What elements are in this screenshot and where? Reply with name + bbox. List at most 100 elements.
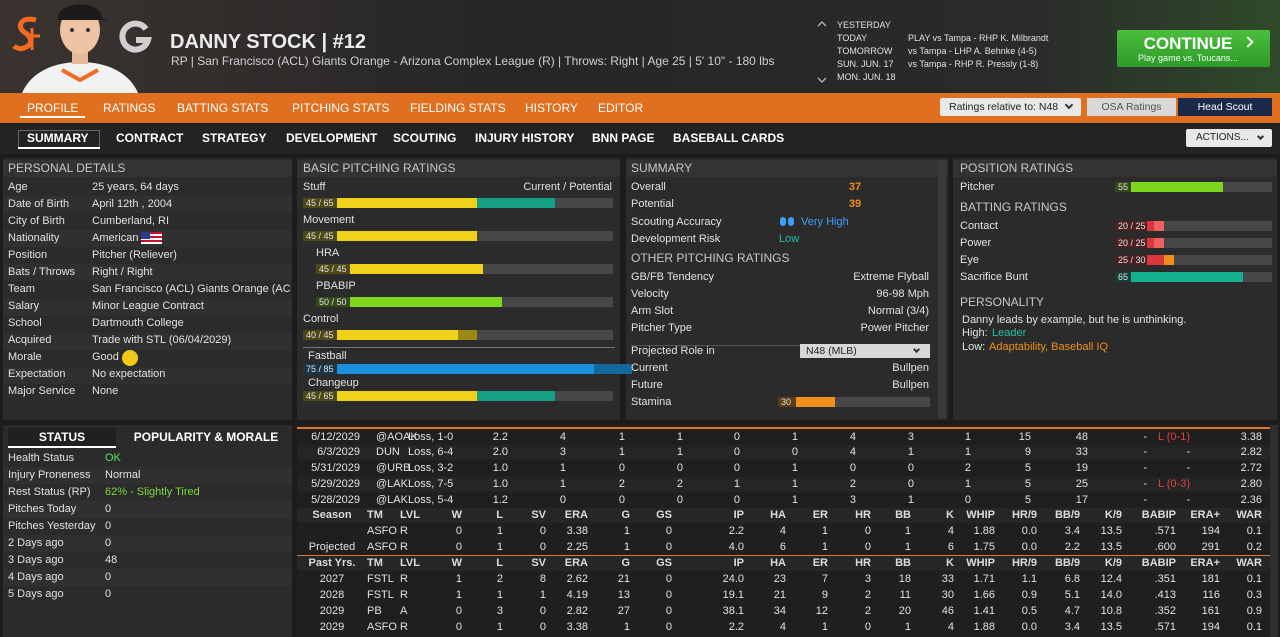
main-tab[interactable]: RATINGS	[103, 101, 156, 115]
stat-cell: PB	[367, 604, 382, 617]
bar-label: 45 / 65	[306, 390, 334, 401]
game-log-cell: 0	[676, 462, 683, 474]
game-log-cell: 6/12/2029	[311, 430, 360, 443]
sub-tab[interactable]: INJURY HISTORY	[475, 131, 575, 145]
stat-cell: 2	[864, 604, 871, 617]
dropdown-label[interactable]: N48 (MLB)	[806, 344, 857, 357]
stat-cell: 0	[864, 540, 871, 553]
bar-track	[1115, 238, 1272, 248]
summary-value: Low	[779, 232, 800, 245]
stat-cell: 24.0	[722, 572, 744, 585]
main-tab[interactable]: EDITOR	[598, 101, 644, 115]
rating-source-label[interactable]: Head Scout	[1197, 100, 1253, 113]
stat-cell: .352	[1154, 604, 1176, 617]
sub-tab[interactable]: SCOUTING	[393, 131, 457, 145]
main-tab[interactable]: HISTORY	[525, 101, 578, 115]
rating-source-button[interactable]	[1087, 98, 1176, 116]
bar-label-bg	[316, 297, 350, 307]
game-log-cell: 1	[676, 430, 683, 443]
game-log-cell: @LAK	[376, 477, 408, 490]
column-header: K/9	[1104, 508, 1122, 521]
detail-value: Pitcher (Reliever)	[92, 248, 177, 261]
column-label: Current / Potential	[523, 180, 612, 193]
main-tab[interactable]: PITCHING STATS	[292, 101, 390, 115]
sub-tab[interactable]: SUMMARY	[27, 131, 89, 145]
stat-cell: 194	[1201, 524, 1220, 537]
game-log-cell: @AOAK	[376, 430, 418, 443]
detail-value: Right / Right	[92, 265, 153, 278]
stat-cell: 1	[821, 524, 828, 537]
stat-cell: 4.0	[728, 540, 744, 553]
schedule-game: vs Tampa - RHP R. Pressly (1-8)	[908, 58, 1039, 69]
detail-label: Position	[8, 248, 48, 261]
column-header: GS	[656, 556, 672, 569]
game-log-cell: 2	[618, 477, 625, 490]
detail-label: Team	[8, 282, 35, 295]
continue-sublabel[interactable]: Play game vs. Toucans...	[1138, 52, 1238, 63]
continue-label[interactable]: CONTINUE	[1143, 33, 1233, 53]
actions-button[interactable]	[1186, 129, 1272, 147]
sub-tab[interactable]: BNN PAGE	[592, 131, 655, 145]
personality-label: High:	[962, 326, 988, 339]
game-log-cell: -	[1143, 430, 1147, 443]
stat-cell: 0	[665, 524, 672, 537]
actions-label[interactable]: ACTIONS...	[1196, 132, 1249, 143]
row-bg	[3, 264, 292, 282]
column-header: ERA+	[1190, 556, 1220, 569]
game-log-cell: 5	[1024, 462, 1031, 474]
main-tab[interactable]: PROFILE	[27, 101, 79, 115]
status-tab[interactable]: STATUS	[38, 430, 86, 444]
game-log-cell: @URB	[376, 462, 411, 474]
stat-cell: 0.1	[1246, 572, 1262, 585]
summary-label: Potential	[631, 197, 674, 210]
dropdown-label[interactable]: Ratings relative to: N48	[949, 100, 1059, 113]
detail-value: 25 years, 64 days	[92, 180, 179, 193]
section-title: OTHER PITCHING RATINGS	[631, 251, 790, 265]
panel-header	[953, 160, 1277, 177]
panel	[3, 425, 292, 637]
selected-tab-bg	[8, 428, 116, 447]
stat-cell: 0	[864, 524, 871, 537]
game-log-cell: 3	[849, 493, 856, 506]
sub-tab[interactable]: STRATEGY	[202, 131, 267, 145]
bar-label: 20 / 25	[1118, 220, 1146, 231]
column-header: G	[621, 508, 630, 521]
main-tab[interactable]: BATTING STATS	[177, 101, 269, 115]
table-header-bg	[297, 556, 1270, 571]
current-bar	[303, 231, 478, 241]
sub-tab[interactable]: DEVELOPMENT	[286, 131, 378, 145]
game-log-cell: 5	[1024, 493, 1031, 506]
continue-button[interactable]	[1117, 30, 1270, 67]
game-log-cell: 6/3/2029	[317, 446, 360, 459]
stat-cell: 1	[539, 588, 546, 601]
game-log-cell: 5/29/2029	[311, 477, 360, 490]
stat-cell: 21	[773, 588, 786, 601]
sub-tab[interactable]: BASEBALL CARDS	[673, 131, 785, 145]
game-log-cell: 48	[1075, 430, 1088, 443]
status-value: OK	[105, 451, 121, 464]
bar-track	[1115, 221, 1272, 231]
panel	[626, 158, 948, 420]
main-tab[interactable]: FIELDING STATS	[410, 101, 506, 115]
rating-source-button[interactable]	[1178, 98, 1272, 116]
role-dropdown[interactable]	[800, 344, 930, 358]
bar-track	[778, 397, 930, 407]
rating-name: Power	[960, 236, 992, 249]
detail-label: School	[8, 317, 42, 330]
game-log-cell: 2.82	[1240, 446, 1262, 459]
status-tab[interactable]: POPULARITY & MORALE	[133, 430, 279, 444]
panel-header	[3, 160, 292, 177]
sub-tab[interactable]: CONTRACT	[116, 131, 184, 145]
bar-label: 25 / 30	[1118, 254, 1146, 265]
ratings-dropdown[interactable]	[940, 98, 1081, 116]
column-header: GS	[656, 508, 672, 521]
rating-source-label[interactable]: OSA Ratings	[1101, 100, 1162, 113]
status-label: 3 Days ago	[8, 553, 64, 566]
game-log-cell: 3.38	[1240, 430, 1262, 443]
summary-value: Power Pitcher	[860, 321, 929, 334]
summary-value: Very High	[801, 215, 849, 228]
column-header: HR	[855, 508, 871, 521]
selected-underline	[8, 446, 116, 448]
status-label: Rest Status (RP)	[8, 485, 91, 498]
schedule-arrows[interactable]	[816, 20, 828, 84]
